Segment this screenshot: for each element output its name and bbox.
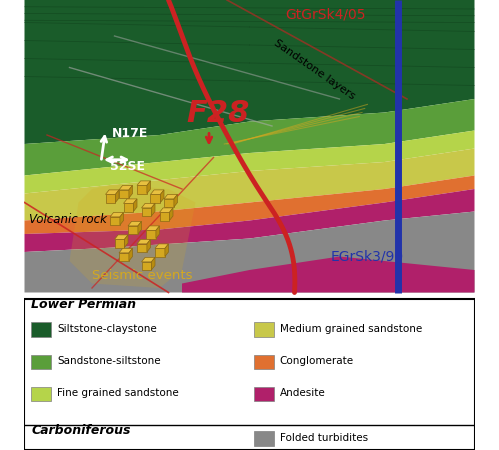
Text: Carboniferous: Carboniferous <box>31 424 131 437</box>
Polygon shape <box>123 199 137 203</box>
Polygon shape <box>155 244 169 248</box>
Polygon shape <box>151 190 164 194</box>
Bar <box>31 387 51 401</box>
Polygon shape <box>137 185 147 193</box>
Text: EGrSk3/90: EGrSk3/90 <box>330 250 404 264</box>
Polygon shape <box>24 212 475 292</box>
Text: Fine grained sandstone: Fine grained sandstone <box>57 388 179 398</box>
Polygon shape <box>160 190 164 203</box>
Polygon shape <box>110 217 120 225</box>
Polygon shape <box>146 226 160 230</box>
Bar <box>31 322 51 337</box>
Polygon shape <box>156 226 160 239</box>
Polygon shape <box>24 148 475 220</box>
Text: Volcanic rock: Volcanic rock <box>29 213 107 226</box>
Polygon shape <box>147 239 151 252</box>
Polygon shape <box>137 239 151 244</box>
Polygon shape <box>142 208 151 216</box>
Polygon shape <box>69 184 196 288</box>
Text: Andesite: Andesite <box>279 388 325 398</box>
Polygon shape <box>119 190 129 198</box>
Text: Folded turbidites: Folded turbidites <box>279 433 368 443</box>
Polygon shape <box>151 194 160 202</box>
Polygon shape <box>147 181 151 194</box>
Text: F28: F28 <box>187 99 250 127</box>
Polygon shape <box>138 221 142 234</box>
Polygon shape <box>120 212 123 225</box>
Bar <box>254 387 274 401</box>
Text: Seismic events: Seismic events <box>92 269 193 282</box>
Text: Sandstone-siltstone: Sandstone-siltstone <box>57 356 161 366</box>
Polygon shape <box>133 199 137 212</box>
Polygon shape <box>110 212 123 217</box>
Polygon shape <box>114 235 128 239</box>
Polygon shape <box>24 130 475 194</box>
Polygon shape <box>24 176 475 234</box>
Polygon shape <box>128 221 142 226</box>
Polygon shape <box>164 199 174 207</box>
Polygon shape <box>174 194 178 207</box>
Polygon shape <box>105 194 115 202</box>
Polygon shape <box>24 189 475 252</box>
Text: Conglomerate: Conglomerate <box>279 356 354 366</box>
Polygon shape <box>129 185 133 198</box>
Text: Lower Permian: Lower Permian <box>31 298 136 311</box>
Polygon shape <box>146 230 156 238</box>
Text: Sandstone layers: Sandstone layers <box>272 37 357 101</box>
Polygon shape <box>169 208 173 220</box>
Bar <box>254 322 274 337</box>
Polygon shape <box>151 257 155 270</box>
Polygon shape <box>137 181 151 185</box>
Polygon shape <box>129 248 133 261</box>
Text: GtGrSk4/05: GtGrSk4/05 <box>285 7 366 21</box>
Polygon shape <box>123 203 133 212</box>
Polygon shape <box>165 244 169 256</box>
Polygon shape <box>142 262 151 270</box>
Text: Medium grained sandstone: Medium grained sandstone <box>279 324 422 333</box>
Polygon shape <box>115 190 119 203</box>
Polygon shape <box>164 194 178 199</box>
Polygon shape <box>124 235 128 248</box>
Polygon shape <box>114 239 124 248</box>
Polygon shape <box>119 185 133 190</box>
FancyBboxPatch shape <box>24 299 475 450</box>
Polygon shape <box>151 203 155 216</box>
Bar <box>254 431 274 446</box>
Polygon shape <box>24 0 475 144</box>
Text: N17E: N17E <box>112 127 149 140</box>
Polygon shape <box>119 248 133 253</box>
Text: Siltstone-claystone: Siltstone-claystone <box>57 324 157 333</box>
Polygon shape <box>142 257 155 262</box>
Polygon shape <box>128 226 138 234</box>
Polygon shape <box>137 244 147 252</box>
Polygon shape <box>182 256 475 292</box>
Polygon shape <box>160 208 173 212</box>
Polygon shape <box>24 99 475 176</box>
Polygon shape <box>119 253 129 261</box>
Polygon shape <box>105 190 119 194</box>
Polygon shape <box>155 248 165 256</box>
Bar <box>31 355 51 369</box>
Bar <box>254 355 274 369</box>
Text: 52SE: 52SE <box>110 160 145 173</box>
Polygon shape <box>160 212 169 220</box>
Polygon shape <box>142 203 155 208</box>
